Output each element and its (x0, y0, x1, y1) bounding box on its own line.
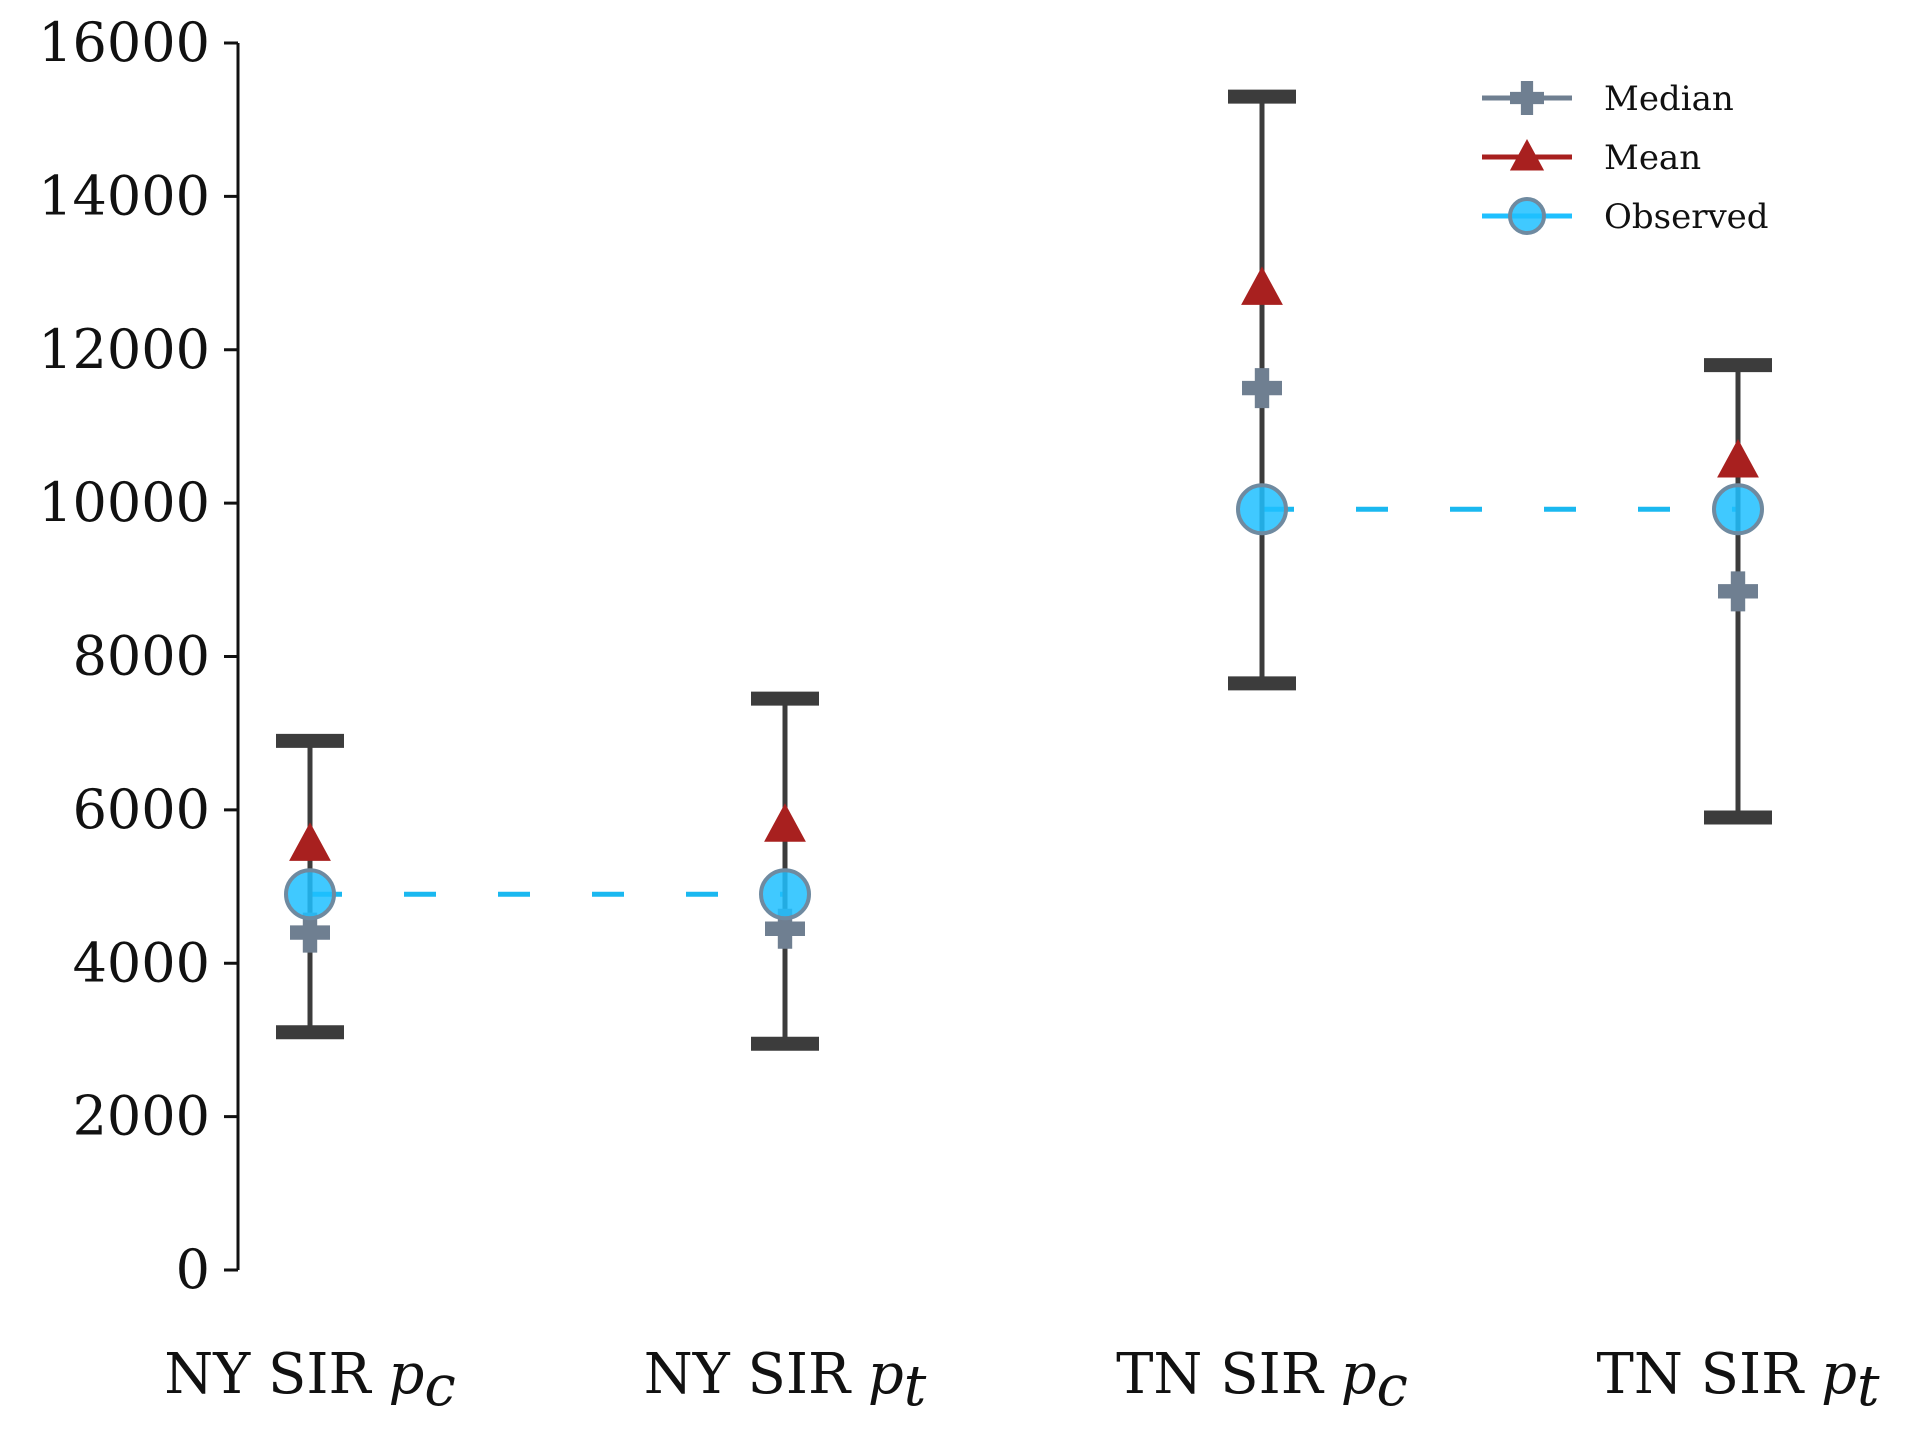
markers (284, 266, 1764, 953)
y-tick-label: 4000 (73, 931, 210, 994)
y-tick-label: 14000 (38, 164, 210, 227)
legend-label: Mean (1604, 138, 1701, 178)
mean-marker (1717, 438, 1759, 478)
legend-label: Median (1604, 79, 1734, 119)
mean-marker (289, 822, 331, 861)
median-marker (1242, 368, 1283, 409)
observed-marker (284, 868, 336, 921)
y-tick-label: 0 (176, 1238, 210, 1301)
x-tick-label: TN SIR pt (1597, 1342, 1880, 1419)
mean-marker (1241, 266, 1283, 305)
error-bars (276, 89, 1772, 1051)
legend: Median Mean Observed (1482, 79, 1769, 237)
x-tick-label: NY SIR pt (644, 1342, 927, 1419)
y-tick-label: 16000 (38, 11, 210, 74)
x-tick-label: TN SIR pc (1116, 1342, 1408, 1419)
x-tick-label: NY SIR pc (164, 1342, 455, 1419)
legend-label: Observed (1604, 197, 1769, 237)
observed-marker (1236, 483, 1288, 536)
observed-links (310, 506, 1738, 897)
y-tick-label: 12000 (38, 318, 210, 381)
median-marker (1718, 571, 1759, 612)
y-tick-label: 6000 (73, 778, 210, 841)
median-marker (765, 908, 805, 949)
x-tick-labels: NY SIR pc NY SIR pt TN SIR pc TN SIR pt (164, 1342, 1880, 1419)
observed-marker (759, 868, 811, 921)
y-tick-label: 8000 (73, 625, 210, 688)
legend-observed-marker (1508, 197, 1546, 235)
mean-marker (764, 803, 806, 842)
y-tick-label: 2000 (73, 1085, 210, 1148)
y-axis: 0 2000 4000 6000 8000 10000 12000 14000 16000 (38, 11, 240, 1301)
y-tick-label: 10000 (38, 471, 210, 534)
median-marker (290, 912, 330, 953)
observed-marker (1712, 483, 1764, 536)
legend-median-marker (1510, 81, 1544, 115)
legend-mean-marker (1509, 139, 1545, 171)
